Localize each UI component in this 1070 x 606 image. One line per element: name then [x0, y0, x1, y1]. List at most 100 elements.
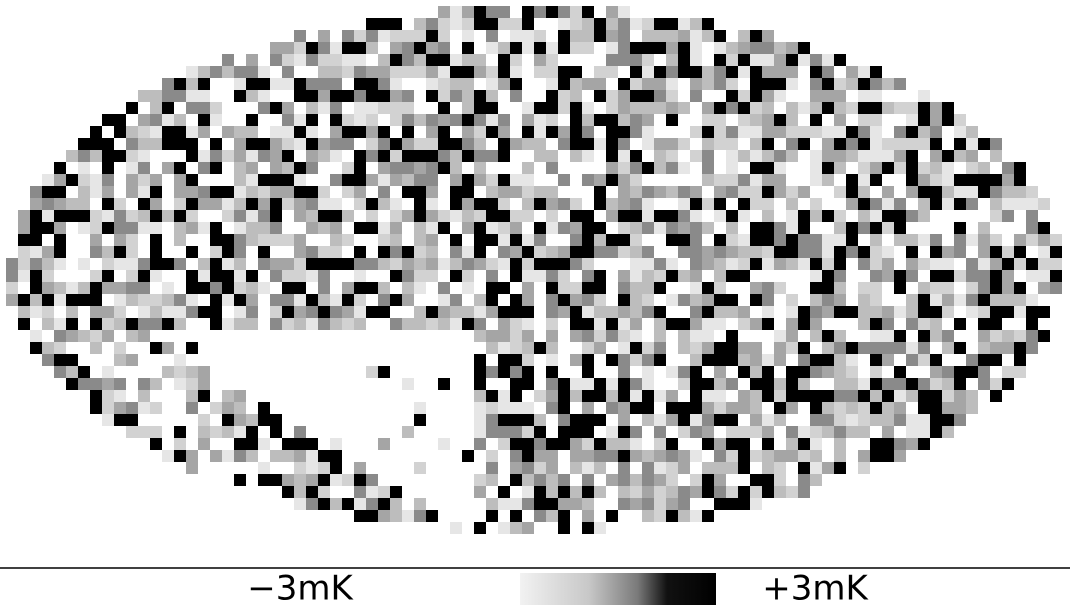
sky-pixel	[930, 390, 942, 402]
sky-pixel	[354, 198, 366, 210]
sky-pixel	[318, 462, 330, 474]
sky-pixel	[870, 354, 882, 366]
sky-pixel	[702, 390, 714, 402]
sky-pixel	[90, 222, 102, 234]
sky-pixel	[534, 222, 546, 234]
sky-pixel	[486, 282, 498, 294]
sky-pixel	[978, 342, 990, 354]
sky-pixel	[750, 450, 762, 462]
sky-pixel	[582, 414, 594, 426]
sky-pixel	[714, 234, 726, 246]
sky-pixel	[306, 210, 318, 222]
sky-pixel	[930, 402, 942, 414]
page: {"colorbar": {"min_label": "−3mK", "max_…	[0, 0, 1070, 606]
sky-pixel	[714, 414, 726, 426]
sky-pixel	[618, 102, 630, 114]
sky-pixel	[198, 366, 210, 378]
sky-pixel	[630, 66, 642, 78]
sky-pixel	[930, 414, 942, 426]
sky-pixel	[126, 402, 138, 414]
sky-pixel	[246, 450, 258, 462]
sky-pixel	[786, 138, 798, 150]
sky-pixel	[678, 66, 690, 78]
sky-pixel	[438, 222, 450, 234]
sky-pixel	[402, 282, 414, 294]
sky-pixel	[234, 162, 246, 174]
sky-pixel	[690, 414, 702, 426]
sky-pixel	[258, 474, 270, 486]
sky-pixel	[330, 462, 342, 474]
sky-pixel	[810, 474, 822, 486]
sky-pixel	[690, 222, 702, 234]
sky-pixel	[354, 246, 366, 258]
sky-pixel	[54, 330, 66, 342]
sky-pixel	[774, 54, 786, 66]
sky-pixel	[462, 66, 474, 78]
sky-pixel	[870, 210, 882, 222]
sky-pixel	[546, 150, 558, 162]
sky-pixel	[546, 270, 558, 282]
sky-pixel	[750, 318, 762, 330]
sky-pixel	[762, 354, 774, 366]
sky-pixel	[318, 210, 330, 222]
sky-pixel	[390, 162, 402, 174]
sky-pixel	[582, 390, 594, 402]
sky-pixel	[702, 426, 714, 438]
sky-pixel	[834, 246, 846, 258]
sky-pixel	[306, 318, 318, 330]
sky-pixel	[66, 198, 78, 210]
sky-pixel	[150, 114, 162, 126]
sky-pixel	[834, 414, 846, 426]
sky-pixel	[738, 402, 750, 414]
sky-pixel	[582, 522, 594, 534]
sky-pixel	[30, 246, 42, 258]
sky-pixel	[918, 90, 930, 102]
sky-pixel	[618, 282, 630, 294]
sky-pixel	[378, 30, 390, 42]
sky-pixel	[762, 78, 774, 90]
sky-pixel	[630, 18, 642, 30]
sky-pixel	[978, 162, 990, 174]
sky-pixel	[546, 66, 558, 78]
sky-pixel	[750, 102, 762, 114]
sky-pixel	[738, 318, 750, 330]
sky-pixel	[54, 282, 66, 294]
sky-pixel	[222, 246, 234, 258]
sky-pixel	[486, 114, 498, 126]
sky-pixel	[366, 210, 378, 222]
sky-pixel	[366, 42, 378, 54]
sky-pixel	[834, 102, 846, 114]
sky-pixel	[630, 378, 642, 390]
sky-pixel	[138, 186, 150, 198]
sky-pixel	[534, 150, 546, 162]
sky-pixel	[198, 102, 210, 114]
sky-pixel	[414, 150, 426, 162]
sky-pixel	[654, 222, 666, 234]
sky-pixel	[150, 258, 162, 270]
sky-pixel	[894, 78, 906, 90]
sky-pixel	[390, 114, 402, 126]
sky-pixel	[510, 510, 522, 522]
sky-pixel	[342, 282, 354, 294]
sky-pixel	[738, 306, 750, 318]
sky-pixel	[954, 234, 966, 246]
sky-pixel	[414, 402, 426, 414]
sky-pixel	[138, 378, 150, 390]
sky-pixel	[558, 510, 570, 522]
sky-pixel	[414, 282, 426, 294]
sky-pixel	[990, 318, 1002, 330]
sky-pixel	[714, 270, 726, 282]
sky-pixel	[1002, 306, 1014, 318]
sky-pixel	[846, 390, 858, 402]
sky-pixel	[714, 258, 726, 270]
sky-pixel	[510, 210, 522, 222]
sky-pixel	[702, 162, 714, 174]
sky-pixel	[666, 162, 678, 174]
sky-pixel	[150, 126, 162, 138]
sky-pixel	[282, 270, 294, 282]
sky-pixel	[858, 66, 870, 78]
sky-pixel	[906, 258, 918, 270]
sky-pixel	[462, 138, 474, 150]
sky-pixel	[846, 186, 858, 198]
sky-pixel	[630, 234, 642, 246]
